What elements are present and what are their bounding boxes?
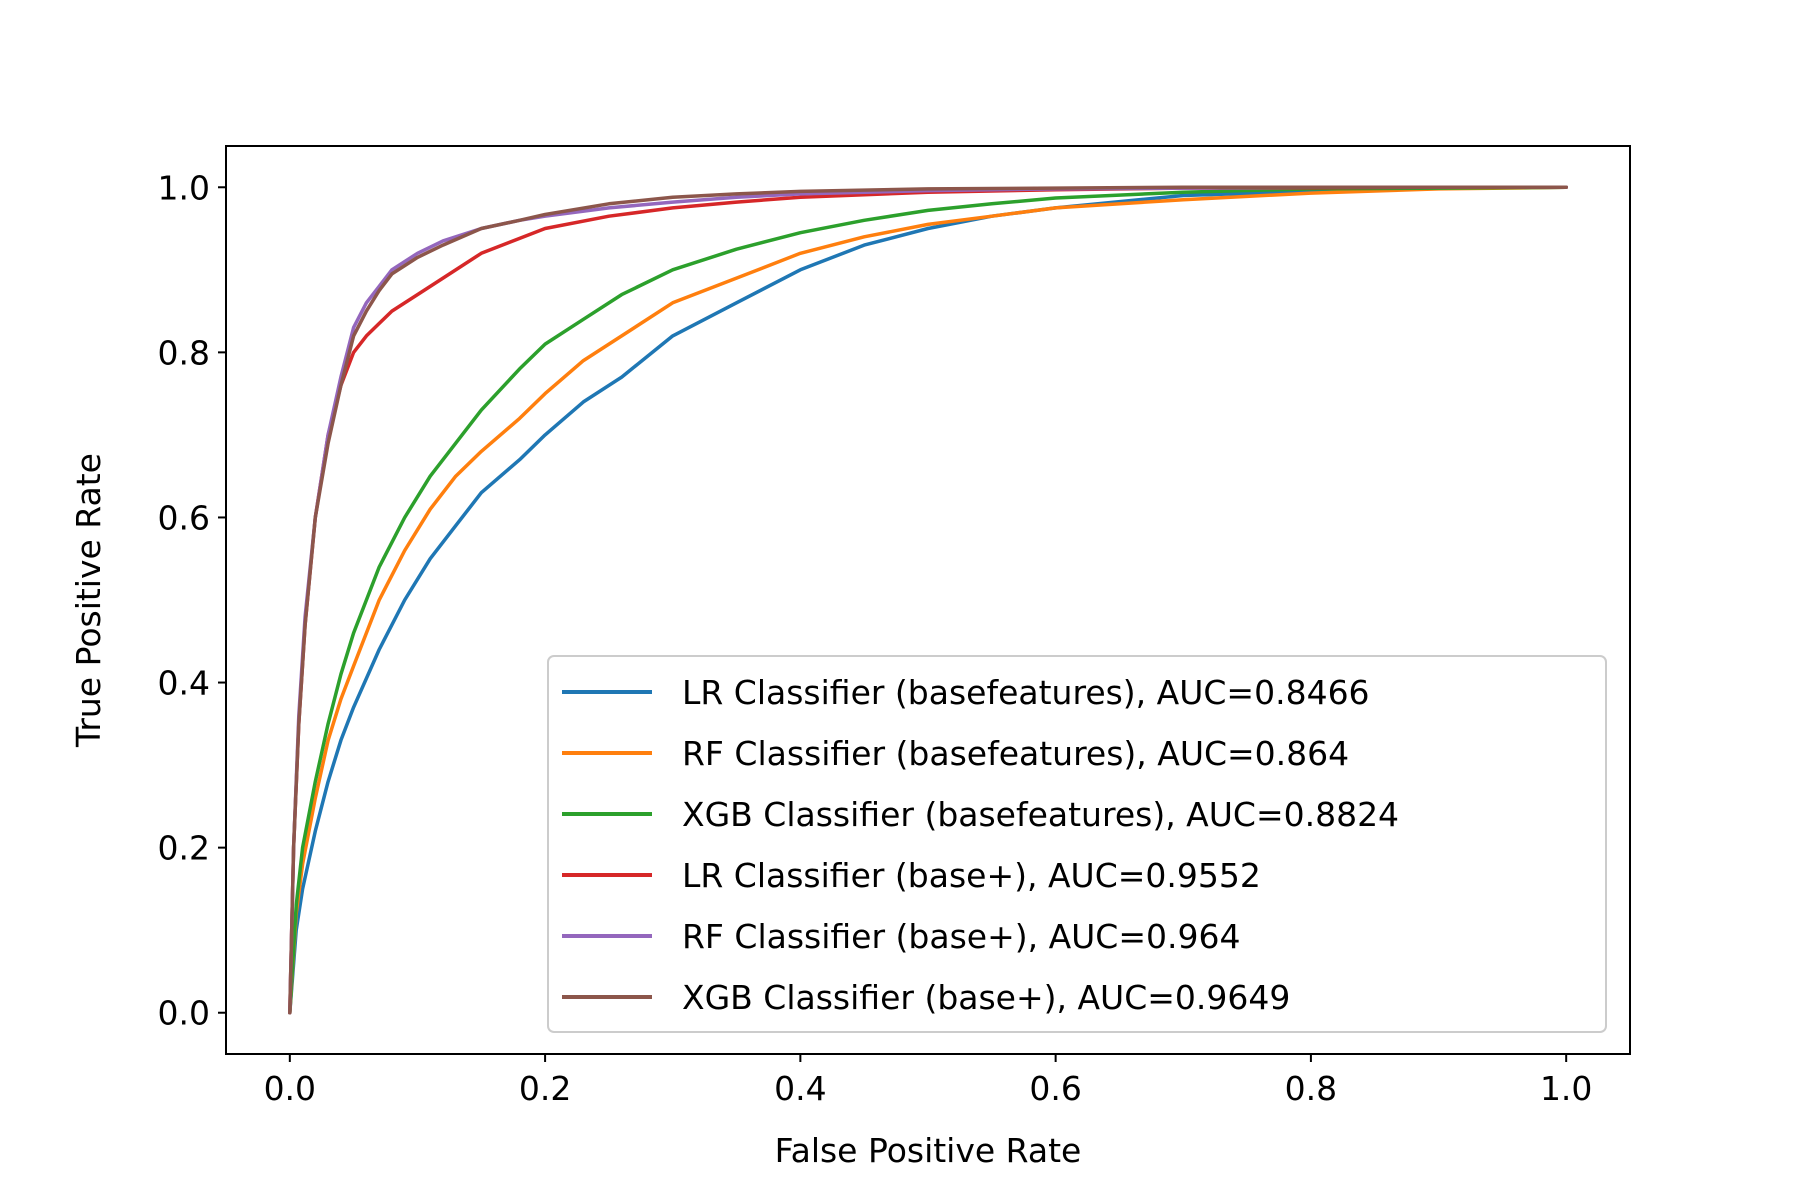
y-axis-ticks: 0.0 0.2 0.4 0.6 0.8 1.0: [158, 168, 226, 1033]
series-line-2: [288, 185, 1568, 1015]
x-axis-ticks: 0.0 0.2 0.4 0.6 0.8 1.0: [264, 1054, 1592, 1108]
y-tick-label: 0.8: [158, 333, 210, 372]
y-tick-label: 0.0: [158, 994, 210, 1033]
legend-label-5: RF Classifier (base+), AUC=0.964: [682, 917, 1240, 956]
plot-frame: [225, 145, 1631, 1055]
x-tick-label: 0.6: [1029, 1069, 1081, 1108]
legend-label-4: LR Classifier (base+), AUC=0.9552: [682, 856, 1261, 895]
x-tick-label: 0.8: [1285, 1069, 1337, 1108]
series-line-3: [288, 185, 1568, 1015]
x-tick-label: 0.0: [264, 1069, 316, 1108]
legend-label-1: LR Classifier (basefeatures), AUC=0.8466: [682, 673, 1370, 712]
y-tick-label: 0.6: [158, 498, 210, 537]
y-tick-label: 1.0: [158, 168, 210, 207]
legend-label-2: RF Classifier (basefeatures), AUC=0.864: [682, 734, 1349, 773]
y-axis-label: True Positive Rate: [69, 453, 108, 748]
series-line-6: [288, 185, 1568, 1015]
y-tick-label: 0.4: [158, 664, 210, 703]
x-tick-label: 1.0: [1540, 1069, 1592, 1108]
x-axis-label: False Positive Rate: [775, 1131, 1082, 1170]
legend: LR Classifier (basefeatures), AUC=0.8466…: [547, 655, 1607, 1033]
x-tick-label: 0.2: [519, 1069, 571, 1108]
y-tick-label: 0.2: [158, 829, 210, 868]
legend-box: [547, 655, 1607, 1033]
x-tick-label: 0.4: [774, 1069, 826, 1108]
legend-label-6: XGB Classifier (base+), AUC=0.9649: [682, 978, 1290, 1017]
plot-lines: [288, 185, 1568, 1015]
legend-label-3: XGB Classifier (basefeatures), AUC=0.882…: [682, 795, 1399, 834]
